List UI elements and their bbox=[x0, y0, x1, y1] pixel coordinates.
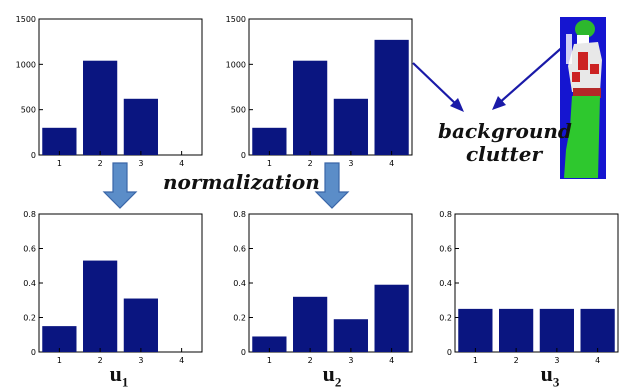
u1-label: u1 bbox=[109, 361, 129, 390]
down-arrow-icon bbox=[102, 162, 138, 209]
y-tick-label: 0.6 bbox=[23, 245, 36, 254]
arrowhead-icon bbox=[492, 96, 506, 110]
x-tick-label: 3 bbox=[348, 159, 353, 168]
y-tick-label: 1000 bbox=[16, 60, 36, 69]
x-tick-label: 4 bbox=[595, 356, 600, 365]
clutter-pointers bbox=[412, 43, 567, 112]
y-tick-label: 0.2 bbox=[439, 314, 452, 323]
x-tick-label: 1 bbox=[267, 356, 272, 365]
pointer-arrow bbox=[497, 43, 567, 105]
y-tick-label: 0.6 bbox=[439, 245, 452, 254]
y-tick-label: 500 bbox=[231, 106, 246, 115]
x-tick-label: 2 bbox=[308, 159, 313, 168]
x-tick-label: 1 bbox=[57, 159, 62, 168]
background-clutter-label-line1: background bbox=[438, 119, 572, 143]
y-tick-label: 0.6 bbox=[233, 245, 246, 254]
bar bbox=[374, 39, 409, 155]
y-tick-label: 1500 bbox=[226, 15, 246, 24]
normalization-label: normalization bbox=[163, 170, 320, 194]
x-tick-label: 4 bbox=[179, 356, 184, 365]
bar bbox=[83, 260, 118, 352]
y-tick-label: 1500 bbox=[16, 15, 36, 24]
pointer-arrow bbox=[412, 62, 459, 107]
bar-chart-3: 0 0.2 0.4 0.6 0.8 1 2 3 4 bbox=[23, 210, 203, 365]
bar bbox=[374, 284, 409, 352]
bar bbox=[83, 60, 118, 155]
x-tick-label: 3 bbox=[554, 356, 559, 365]
y-tick-label: 0.4 bbox=[439, 279, 452, 288]
x-tick-label: 3 bbox=[138, 356, 143, 365]
x-tick-label: 4 bbox=[389, 356, 394, 365]
plot-frame bbox=[248, 18, 413, 156]
x-tick-label: 3 bbox=[348, 356, 353, 365]
y-tick-label: 0.8 bbox=[233, 210, 246, 219]
bar bbox=[458, 308, 493, 352]
u3-label: u3 bbox=[540, 361, 560, 390]
u2-label: u2 bbox=[322, 361, 342, 390]
bar bbox=[333, 319, 368, 352]
down-arrow-icon bbox=[314, 162, 350, 209]
bar-chart-1: 0 500 1000 1500 1 2 3 4 bbox=[16, 15, 203, 168]
x-tick-label: 1 bbox=[473, 356, 478, 365]
y-tick-label: 0.8 bbox=[439, 210, 452, 219]
segmented-person-image bbox=[560, 17, 606, 179]
x-tick-label: 2 bbox=[98, 356, 103, 365]
x-tick-label: 2 bbox=[308, 356, 313, 365]
plot-frame bbox=[38, 18, 203, 156]
y-tick-label: 0.4 bbox=[23, 279, 36, 288]
normalization-arrows bbox=[102, 162, 350, 209]
bar bbox=[42, 326, 77, 352]
y-tick-label: 0.4 bbox=[233, 279, 246, 288]
x-tick-label: 1 bbox=[267, 159, 272, 168]
x-tick-label: 4 bbox=[179, 159, 184, 168]
y-tick-label: 0 bbox=[241, 348, 246, 357]
arrowhead-icon bbox=[450, 98, 464, 112]
x-tick-label: 4 bbox=[389, 159, 394, 168]
y-tick-label: 500 bbox=[21, 106, 36, 115]
bar-chart-4: 0 0.2 0.4 0.6 0.8 1 2 3 4 bbox=[233, 210, 413, 365]
y-tick-label: 0 bbox=[241, 151, 246, 160]
bar bbox=[293, 296, 328, 352]
background-clutter-label-line2: clutter bbox=[466, 142, 543, 166]
bar bbox=[293, 60, 328, 155]
bar bbox=[333, 98, 368, 155]
bar bbox=[42, 127, 77, 155]
y-tick-label: 0.2 bbox=[23, 314, 36, 323]
bar-chart-2: 0 500 1000 1500 1 2 3 4 bbox=[226, 15, 413, 168]
bar bbox=[580, 308, 615, 352]
y-tick-label: 0.8 bbox=[23, 210, 36, 219]
bar bbox=[539, 308, 574, 352]
bar-chart-5: 0 0.2 0.4 0.6 0.8 1 2 3 4 bbox=[439, 210, 619, 365]
bar bbox=[123, 98, 158, 155]
x-tick-label: 2 bbox=[514, 356, 519, 365]
bar bbox=[252, 127, 287, 155]
x-tick-label: 2 bbox=[98, 159, 103, 168]
y-tick-label: 0 bbox=[31, 151, 36, 160]
y-tick-label: 0 bbox=[31, 348, 36, 357]
bar bbox=[123, 298, 158, 352]
bar bbox=[252, 336, 287, 352]
x-tick-label: 1 bbox=[57, 356, 62, 365]
x-tick-label: 3 bbox=[138, 159, 143, 168]
bar bbox=[499, 308, 534, 352]
y-tick-label: 0.2 bbox=[233, 314, 246, 323]
y-tick-label: 1000 bbox=[226, 60, 246, 69]
y-tick-label: 0 bbox=[447, 348, 452, 357]
